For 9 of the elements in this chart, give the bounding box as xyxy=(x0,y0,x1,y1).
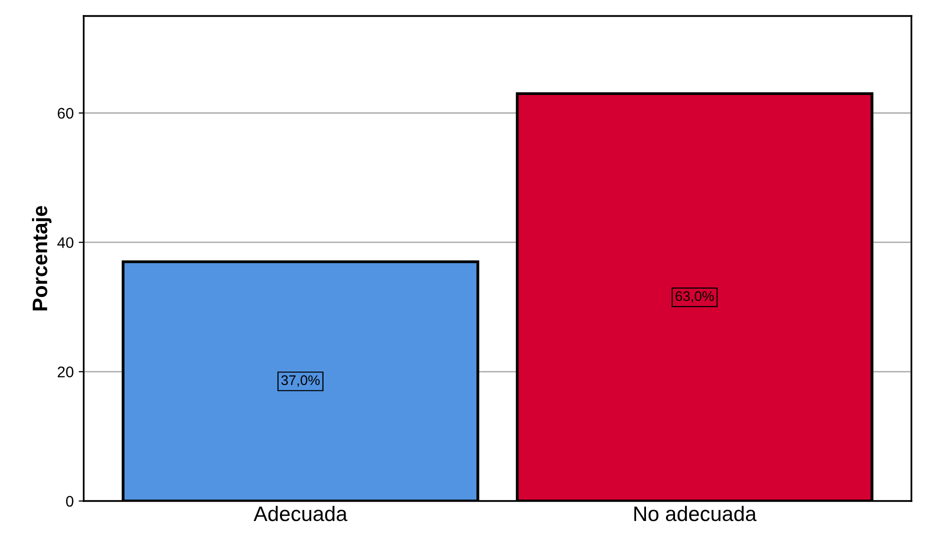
x-tick-label: No adecuada xyxy=(634,506,757,522)
data-label: 63,0% xyxy=(676,291,714,303)
data-label: 37,0% xyxy=(281,375,320,387)
x-tick-label: Adecuada xyxy=(254,506,348,522)
y-tick-label: 60 xyxy=(58,108,74,119)
y-tick-label: 20 xyxy=(58,366,74,378)
y-axis-title: Porcentaje xyxy=(32,206,52,310)
y-tick-label: 40 xyxy=(57,237,74,248)
y-tick-label: 0 xyxy=(66,496,74,507)
